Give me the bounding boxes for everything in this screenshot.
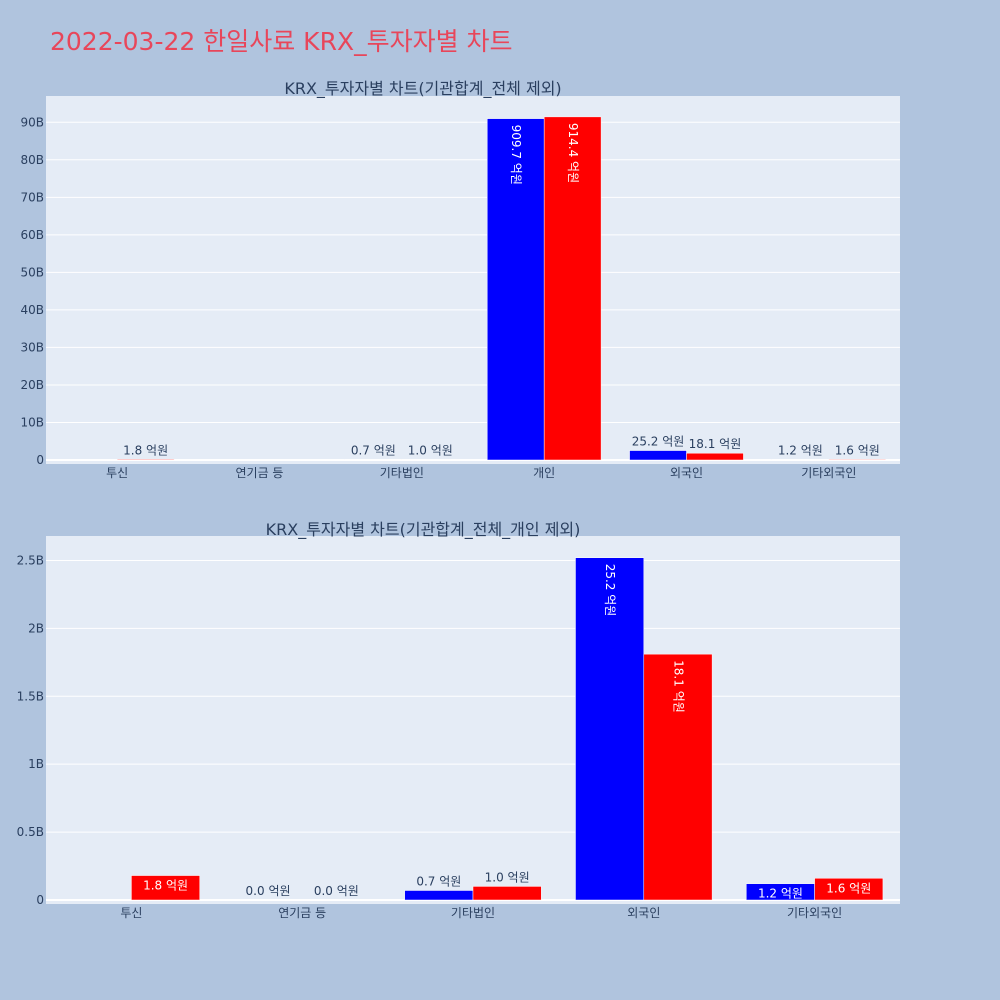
sell-bar (543, 116, 602, 461)
y-tick-label: 40B (20, 303, 44, 317)
bar-data-label: 1.2 억원 (778, 444, 823, 458)
chart-title: KRX_투자자별 차트(기관합계_전체_개인 제외) (266, 520, 581, 540)
bar-data-label: 0.0 억원 (246, 884, 291, 898)
x-tick-label: 기타법인 (380, 466, 424, 480)
x-tick-label: 투신 (106, 466, 128, 480)
buy-bar (486, 118, 545, 461)
buy-bar (629, 450, 687, 461)
bar-data-label: 25.2 억원 (632, 435, 685, 449)
y-tick-label: 1B (28, 757, 44, 771)
chart-title: KRX_투자자별 차트(기관합계_전체 제외) (284, 79, 561, 99)
y-tick-label: 1.5B (17, 689, 44, 703)
x-tick-label: 개인 (533, 466, 555, 480)
y-tick-label: 20B (20, 378, 44, 392)
bar-data-label: 18.1 억원 (671, 660, 685, 713)
y-tick-label: 90B (20, 115, 44, 129)
y-tick-label: 60B (20, 228, 44, 242)
y-tick-label: 80B (20, 153, 44, 167)
buy-bar (404, 890, 474, 901)
bar-data-label: 1.6 억원 (835, 443, 880, 457)
bar-data-label: 1.8 억원 (123, 443, 168, 457)
x-tick-label: 기타법인 (451, 906, 495, 920)
buy-bar (575, 557, 645, 901)
y-tick-label: 2B (28, 621, 44, 635)
bar-data-label: 0.7 억원 (351, 444, 396, 458)
x-tick-label: 연기금 등 (278, 906, 326, 920)
y-tick-label: 10B (20, 415, 44, 429)
x-tick-label: 연기금 등 (236, 466, 284, 480)
bar-data-label: 0.7 억원 (416, 874, 461, 888)
sell-bar (814, 878, 884, 901)
bar-data-label: 25.2 억원 (603, 564, 617, 617)
y-tick-label: 2.5B (17, 553, 44, 567)
sell-bar (686, 452, 744, 461)
x-tick-label: 외국인 (627, 906, 660, 920)
x-tick-label: 투신 (120, 906, 142, 920)
bar-data-label: 1.2 억원 (758, 887, 803, 901)
y-tick-label: 30B (20, 340, 44, 354)
plot-area (46, 96, 900, 464)
sell-bar (131, 875, 200, 901)
plot-area (46, 536, 900, 904)
page-title: 2022-03-22 한일사료 KRX_투자자별 차트 (50, 27, 513, 56)
y-tick-label: 50B (20, 265, 44, 279)
sell-bar (116, 459, 175, 461)
bar-data-label: 1.0 억원 (485, 870, 530, 884)
sell-bar (828, 459, 887, 461)
bar-data-label: 18.1 억원 (689, 437, 742, 451)
y-tick-label: 70B (20, 190, 44, 204)
x-tick-label: 기타외국인 (787, 906, 842, 920)
bar-data-label: 909.7 억원 (509, 125, 523, 185)
bar-data-label: 1.6 억원 (826, 881, 871, 895)
bar-data-label: 914.4 억원 (566, 123, 580, 183)
top-chart: 0 10B 20B 30B 40B 50B 60B 70B 80B 90B KRX_투자자별 차트(… (20, 79, 900, 480)
sell-bar (472, 886, 542, 901)
y-tick-label: 0 (36, 453, 44, 467)
x-tick-label: 기타외국인 (801, 466, 856, 480)
y-tick-label: 0.5B (17, 825, 44, 839)
bar-data-label: 0.0 억원 (314, 884, 359, 898)
x-tick-label: 외국인 (670, 466, 703, 480)
bar-data-label: 1.0 억원 (408, 444, 453, 458)
y-tick-label: 0 (36, 893, 44, 907)
bar-data-label: 1.8 억원 (143, 879, 188, 893)
bottom-chart: 0 0.5B 1B 1.5B 2B 2.5B KRX_투자자별 차트(기관합계_전체_개인 … (17, 520, 900, 920)
sell-bar (643, 653, 713, 901)
